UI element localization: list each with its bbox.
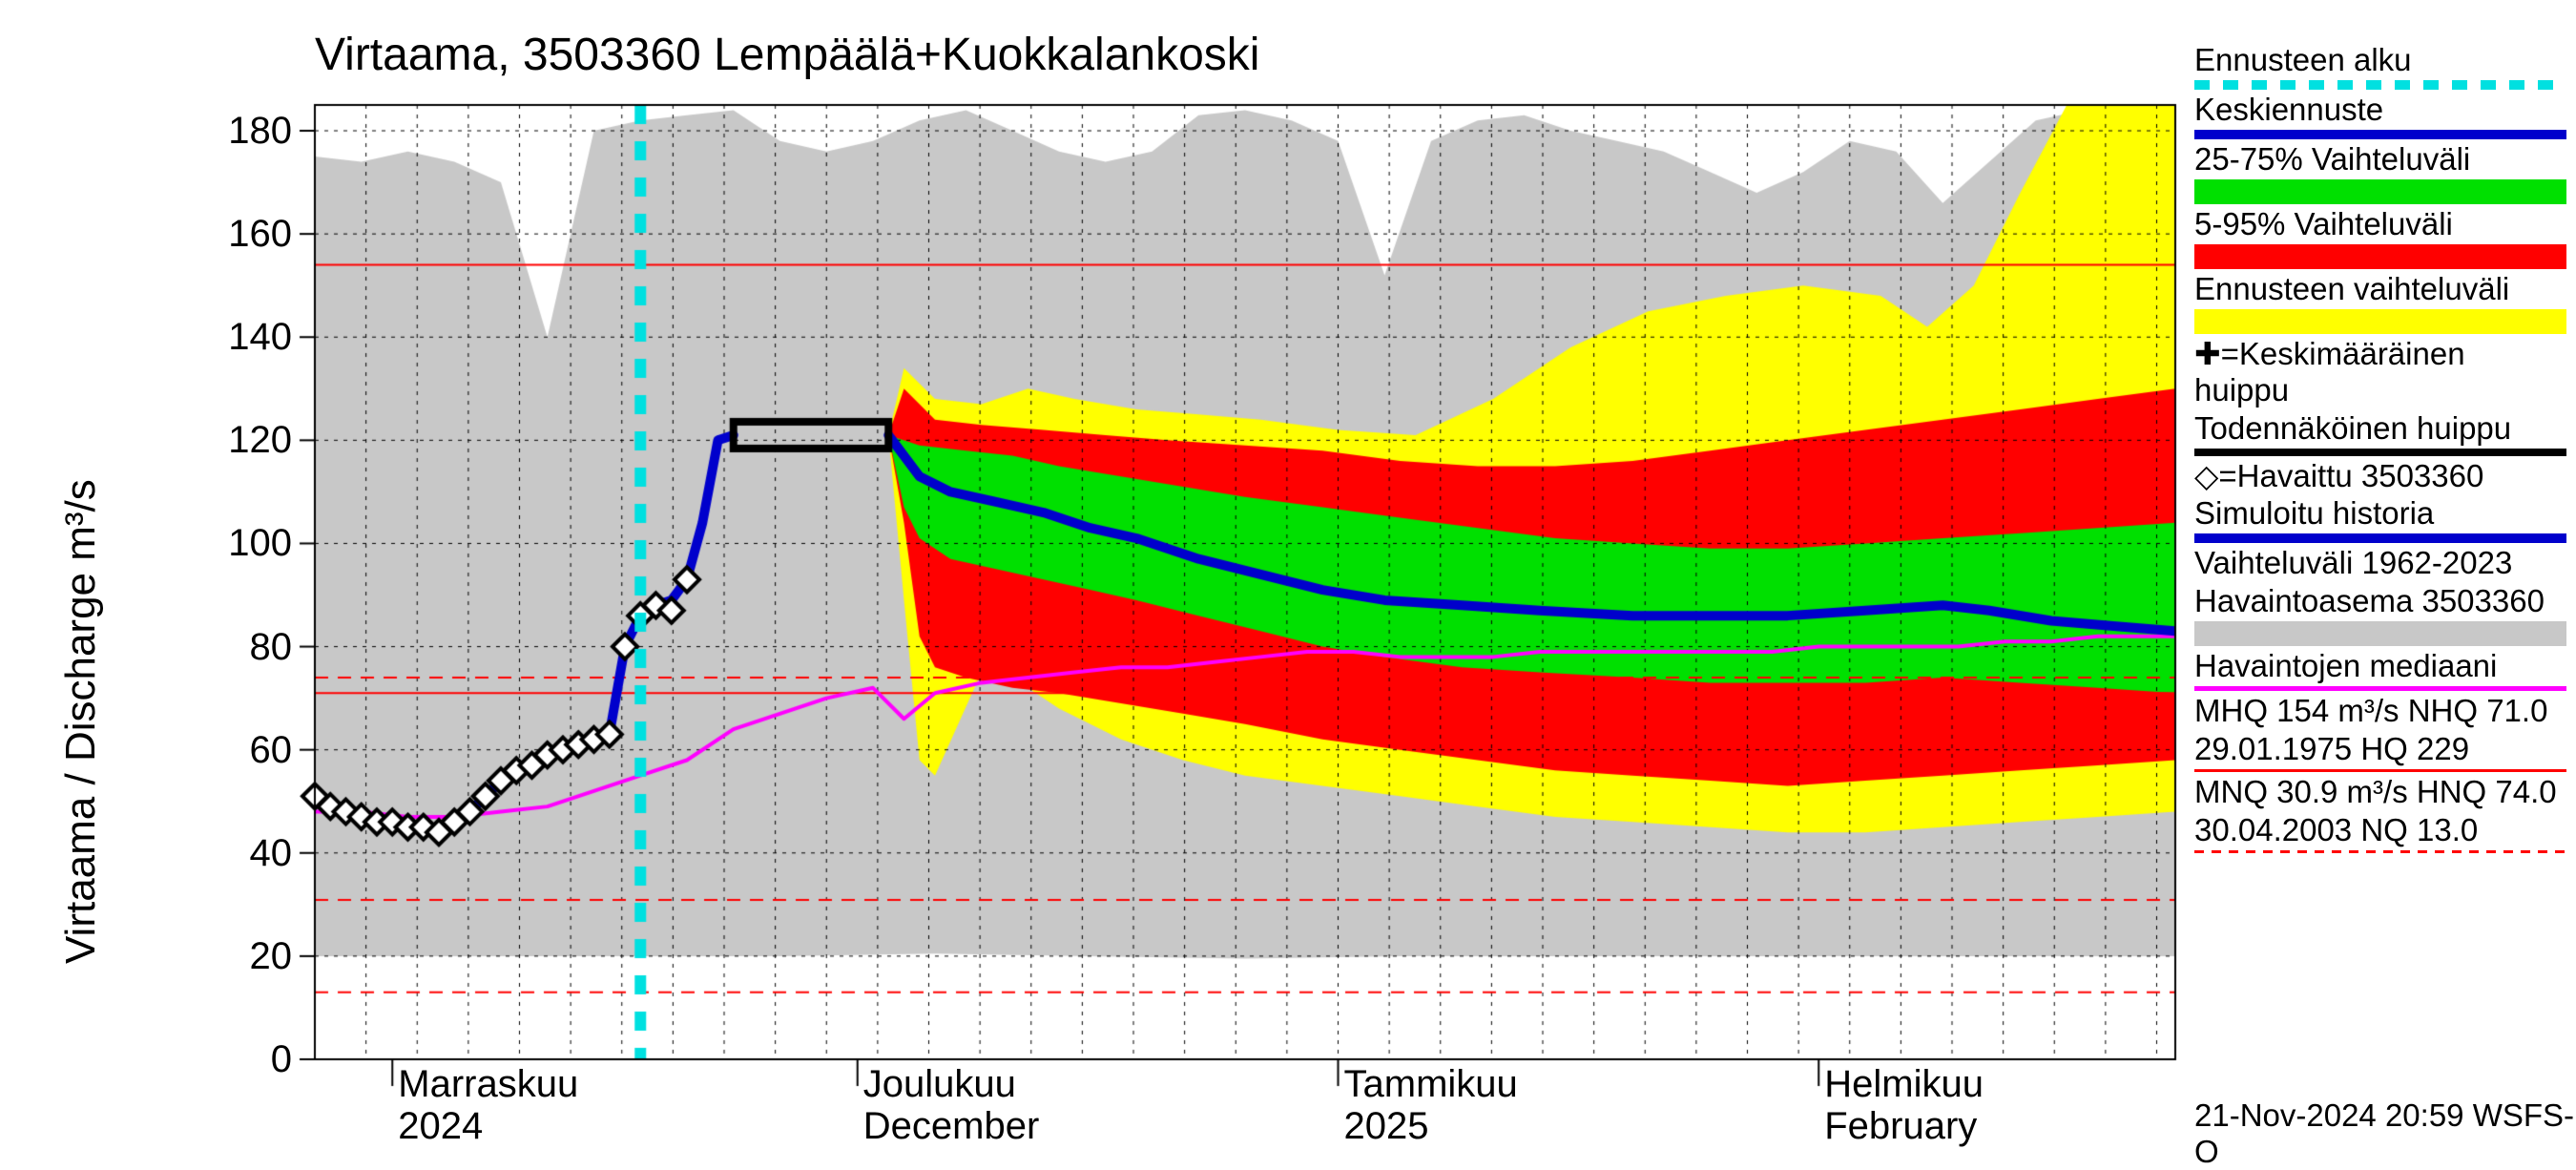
legend-item: Simuloitu historia [2194,495,2566,543]
legend-item: ◇=Havaittu 3503360 [2194,458,2566,494]
y-tick-label: 140 [228,316,292,359]
legend-item: 30.04.2003 NQ 13.0 [2194,812,2566,853]
legend: Ennusteen alku Keskiennuste 25-75% Vaihtel… [2194,42,2566,855]
chart-title: Virtaama, 3503360 Lempäälä+Kuokkalankosk… [315,29,1259,81]
legend-item: 25-75% Vaihteluväli [2194,141,2566,204]
legend-item: Havaintoasema 3503360 [2194,583,2566,646]
y-tick-label: 160 [228,213,292,256]
legend-label: Havaintoasema 3503360 [2194,583,2566,619]
legend-label: Keskiennuste [2194,92,2566,128]
legend-label: Todennäköinen huippu [2194,410,2566,447]
legend-label: 29.01.1975 HQ 229 [2194,731,2566,767]
legend-item: Keskiennuste [2194,92,2566,139]
timestamp-label: 21-Nov-2024 20:59 WSFS-O [2194,1097,2576,1170]
legend-label: Simuloitu historia [2194,495,2566,532]
legend-label: MNQ 30.9 m³/s HNQ 74.0 [2194,774,2566,810]
legend-label: 30.04.2003 NQ 13.0 [2194,812,2566,848]
legend-label: Ennusteen vaihteluväli [2194,271,2566,307]
legend-label: ✚=Keskimääräinen huippu [2194,336,2566,408]
x-tick-label: December [863,1105,1040,1148]
legend-label: 25-75% Vaihteluväli [2194,141,2566,178]
x-tick-label: 2024 [398,1105,483,1148]
legend-item: MNQ 30.9 m³/s HNQ 74.0 [2194,774,2566,810]
x-tick-label: Tammikuu [1344,1063,1518,1106]
y-tick-label: 120 [228,419,292,462]
legend-label: Vaihteluväli 1962-2023 [2194,545,2566,581]
y-axis-label: Virtaama / Discharge m³/s [57,479,105,964]
y-tick-label: 0 [271,1038,292,1081]
legend-label: Ennusteen alku [2194,42,2566,78]
legend-item: Todennäköinen huippu [2194,410,2566,456]
legend-label: 5-95% Vaihteluväli [2194,206,2566,242]
y-tick-label: 60 [250,729,293,772]
y-tick-label: 40 [250,832,293,875]
y-tick-label: 180 [228,110,292,153]
legend-label: Havaintojen mediaani [2194,648,2566,684]
x-tick-label: February [1824,1105,1977,1148]
legend-item: Vaihteluväli 1962-2023 [2194,545,2566,581]
legend-item: MHQ 154 m³/s NHQ 71.0 [2194,693,2566,729]
x-tick-label: Joulukuu [863,1063,1016,1106]
x-tick-label: Marraskuu [398,1063,578,1106]
legend-item: 29.01.1975 HQ 229 [2194,731,2566,772]
legend-item: ✚=Keskimääräinen huippu [2194,336,2566,408]
chart-canvas [0,0,2576,1145]
y-tick-label: 80 [250,626,293,669]
legend-item: Ennusteen vaihteluväli [2194,271,2566,334]
x-tick-label: Helmikuu [1824,1063,1984,1106]
legend-label: ◇=Havaittu 3503360 [2194,458,2566,494]
y-tick-label: 100 [228,522,292,565]
x-tick-label: 2025 [1344,1105,1429,1148]
legend-label: MHQ 154 m³/s NHQ 71.0 [2194,693,2566,729]
y-tick-label: 20 [250,935,293,978]
legend-item: Ennusteen alku [2194,42,2566,90]
chart-container: Virtaama, 3503360 Lempäälä+Kuokkalankosk… [0,0,2576,1145]
legend-item: 5-95% Vaihteluväli [2194,206,2566,269]
legend-item: Havaintojen mediaani [2194,648,2566,691]
